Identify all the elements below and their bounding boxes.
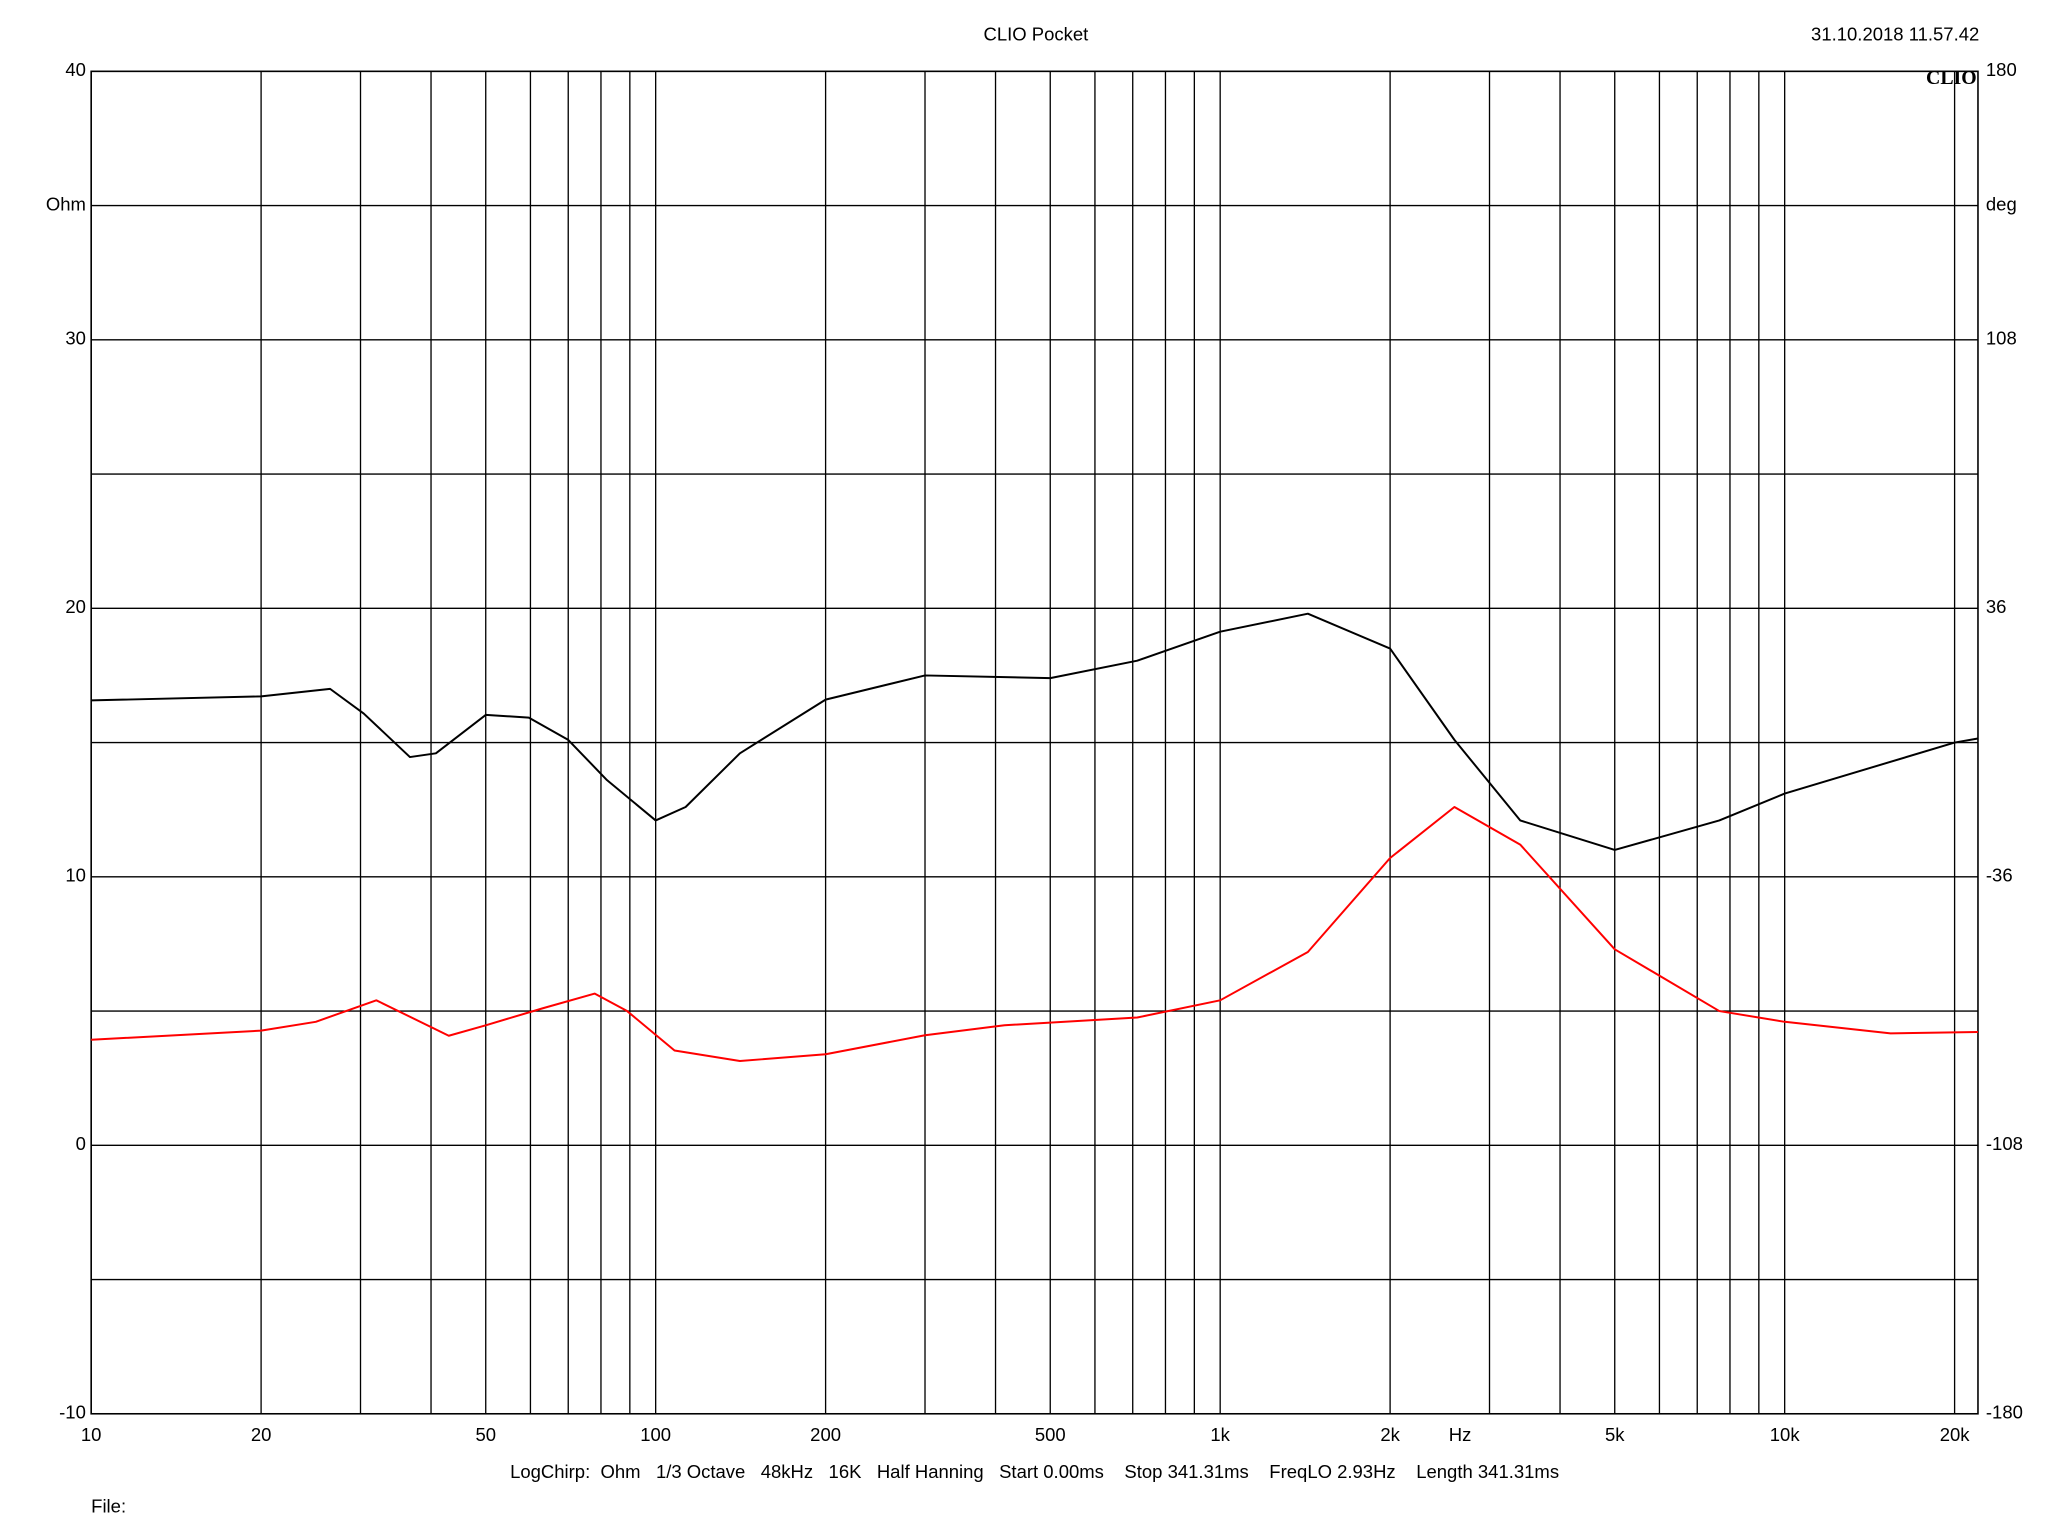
y-tick-label: 30	[65, 328, 86, 349]
logo: CLIO	[1926, 67, 1977, 89]
y-tick-label: 0	[76, 1133, 86, 1154]
chart-title: CLIO Pocket	[983, 24, 1088, 45]
timestamp: 31.10.2018 11.57.42	[1811, 24, 1979, 45]
x-tick-label: 1k	[1210, 1424, 1230, 1445]
x-tick-label: 500	[1035, 1424, 1066, 1445]
x-axis-label: Hz	[1449, 1424, 1472, 1445]
y-tick-label: 20	[65, 596, 86, 617]
file-label: File:	[91, 1495, 126, 1516]
y-tick-label: 10	[65, 865, 86, 886]
y2-tick-label: 180	[1986, 59, 2017, 80]
x-tick-label: 10k	[1770, 1424, 1801, 1445]
x-tick-label: 20k	[1940, 1424, 1971, 1445]
y2-tick-label: -108	[1986, 1133, 2023, 1154]
x-tick-label: 10	[81, 1424, 102, 1445]
y2-axis-label: deg	[1986, 193, 2017, 214]
x-tick-label: 200	[810, 1424, 841, 1445]
y-tick-label: 40	[65, 59, 86, 80]
x-tick-label: 20	[251, 1424, 272, 1445]
y-axis-label: Ohm	[46, 193, 86, 214]
y-tick-label: -10	[59, 1402, 86, 1423]
x-tick-label: 2k	[1380, 1424, 1400, 1445]
y2-tick-label: -36	[1986, 865, 2013, 886]
data-line	[91, 612, 1979, 851]
x-tick-label: 50	[475, 1424, 496, 1445]
plot-frame	[90, 70, 1979, 1415]
y2-tick-label: 108	[1986, 328, 2017, 349]
x-tick-label: 5k	[1605, 1424, 1625, 1445]
x-tick-label: 100	[640, 1424, 671, 1445]
y2-tick-label: -180	[1986, 1402, 2023, 1423]
footer: LogChirp: Ohm 1/3 Octave 48kHz 16K Half …	[510, 1461, 1559, 1482]
data-line	[91, 806, 1978, 1062]
y2-tick-label: 36	[1986, 596, 2007, 617]
